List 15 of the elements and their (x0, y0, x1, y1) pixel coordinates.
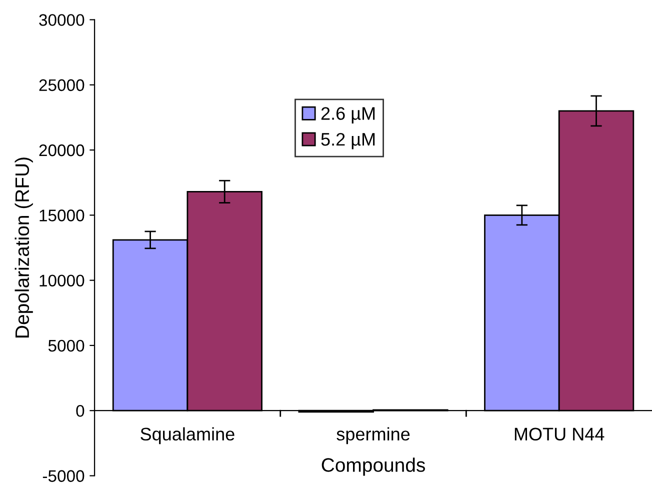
x-tick-label: spermine (336, 427, 410, 444)
x-tick-label: MOTU N44 (514, 428, 604, 441)
y-tick-label: 25000 (39, 79, 84, 92)
y-tick-label: 20000 (39, 144, 84, 156)
y-tick-label: 5000 (48, 340, 84, 352)
y-axis-title: Depolarization (RFU) (14, 158, 33, 338)
x-tick-label: Squalamine (140, 427, 234, 444)
y-tick-label: 15000 (40, 210, 84, 222)
y-tick-label: 30000 (39, 14, 84, 26)
y-tick-label: 10000 (40, 274, 84, 287)
legend-label: 5.2 µM (321, 132, 375, 150)
legend-label: 2.6 µM (321, 107, 375, 124)
y-tick-label: 0 (76, 405, 84, 417)
x-axis-title: Compounds (322, 458, 425, 476)
y-tick-label: -5000 (42, 470, 84, 482)
